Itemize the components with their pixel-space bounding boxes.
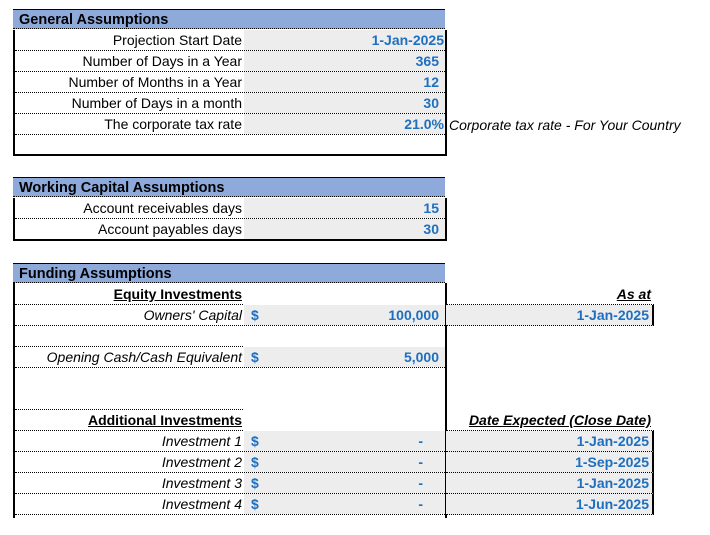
- row-label: Projection Start Date: [112, 32, 242, 48]
- blank-row: [15, 389, 243, 410]
- owners-capital-cell[interactable]: $100,000: [244, 305, 445, 325]
- currency-symbol: $: [251, 307, 259, 323]
- currency-symbol: $: [251, 496, 259, 512]
- row-label: The corporate tax rate: [104, 116, 242, 132]
- row-label: Number of Days in a month: [71, 95, 242, 111]
- general-row: Number of Months in a Year 12: [15, 72, 445, 93]
- investment-row: Investment 3 $ -: [15, 473, 445, 494]
- row-label: Opening Cash/Cash Equivalent: [46, 349, 242, 365]
- additional-investments-header: Additional Investments: [87, 412, 242, 428]
- receivable-days-cell[interactable]: 15: [244, 198, 445, 218]
- investment-amount-cell[interactable]: $ -: [244, 494, 445, 514]
- opening-cash-cell[interactable]: $5,000: [244, 347, 445, 367]
- working-capital-box: [13, 198, 447, 241]
- working-capital-header: Working Capital Assumptions: [13, 177, 445, 197]
- investment-date-cell[interactable]: 1-Jan-2025: [446, 473, 654, 494]
- row-label: Owners' Capital: [143, 307, 242, 323]
- investment-value: -: [418, 454, 423, 470]
- as-at-header: As at: [446, 284, 654, 305]
- investment-date-cell[interactable]: 1-Jan-2025: [446, 431, 654, 452]
- investment-row: Investment 1 $ -: [15, 431, 445, 452]
- months-in-year-cell[interactable]: 12: [244, 72, 445, 92]
- owners-capital-value: 100,000: [388, 307, 439, 323]
- date-expected-header: Date Expected (Close Date): [446, 410, 654, 431]
- additional-header-row: Additional Investments: [15, 410, 243, 431]
- equity-header-row: Equity Investments: [15, 284, 243, 305]
- general-row: Projection Start Date 1-Jan-2025: [15, 30, 445, 51]
- investment-date-cell[interactable]: 1-Sep-2025: [446, 452, 654, 473]
- currency-symbol: $: [251, 454, 259, 470]
- general-assumptions-header: General Assumptions: [13, 9, 445, 29]
- row-label: Number of Days in a Year: [82, 53, 242, 69]
- general-assumptions-box: [13, 30, 447, 156]
- equity-investments-header: Equity Investments: [113, 286, 242, 302]
- row-label: Investment 3: [161, 475, 242, 491]
- opening-cash-value: 5,000: [403, 349, 439, 365]
- wc-row: Account payables days 30: [15, 219, 445, 240]
- row-label: Investment 1: [161, 433, 242, 449]
- days-in-year-cell[interactable]: 365: [244, 51, 445, 71]
- general-row: Number of Days in a month 30: [15, 93, 445, 114]
- owners-capital-date-cell[interactable]: 1-Jan-2025: [446, 305, 654, 326]
- row-label: Investment 4: [161, 496, 242, 512]
- opening-cash-row: Opening Cash/Cash Equivalent $5,000: [15, 347, 445, 368]
- currency-symbol: $: [251, 475, 259, 491]
- row-label: Number of Months in a Year: [68, 74, 242, 90]
- currency-symbol: $: [251, 349, 259, 365]
- investment-row: Investment 4 $ -: [15, 494, 445, 515]
- general-row: Number of Days in a Year 365: [15, 51, 445, 72]
- general-row: The corporate tax rate 21.0%: [15, 114, 445, 135]
- currency-symbol: $: [251, 433, 259, 449]
- tax-rate-cell[interactable]: 21.0%: [244, 114, 445, 134]
- investment-date-cell[interactable]: 1-Jun-2025: [446, 494, 654, 515]
- investment-amount-cell[interactable]: $ -: [244, 431, 445, 451]
- projection-start-date-cell[interactable]: 1-Jan-2025: [244, 30, 445, 50]
- payable-days-cell[interactable]: 30: [244, 219, 445, 239]
- tax-rate-note: Corporate tax rate - For Your Country: [449, 117, 681, 133]
- owners-capital-row: Owners' Capital $100,000: [15, 305, 445, 326]
- investment-amount-cell[interactable]: $ -: [244, 473, 445, 493]
- funding-box: [13, 283, 447, 518]
- investment-amount-cell[interactable]: $ -: [244, 452, 445, 472]
- investment-row: Investment 2 $ -: [15, 452, 445, 473]
- investment-value: -: [418, 496, 423, 512]
- blank-row: [15, 326, 243, 347]
- funding-assumptions-header: Funding Assumptions: [13, 263, 445, 283]
- row-label: Account receivables days: [83, 200, 242, 216]
- investment-value: -: [418, 433, 423, 449]
- investment-value: -: [418, 475, 423, 491]
- row-label: Account payables days: [98, 221, 242, 237]
- row-label: Investment 2: [161, 454, 242, 470]
- days-in-month-cell[interactable]: 30: [244, 93, 445, 113]
- wc-row: Account receivables days 15: [15, 198, 445, 219]
